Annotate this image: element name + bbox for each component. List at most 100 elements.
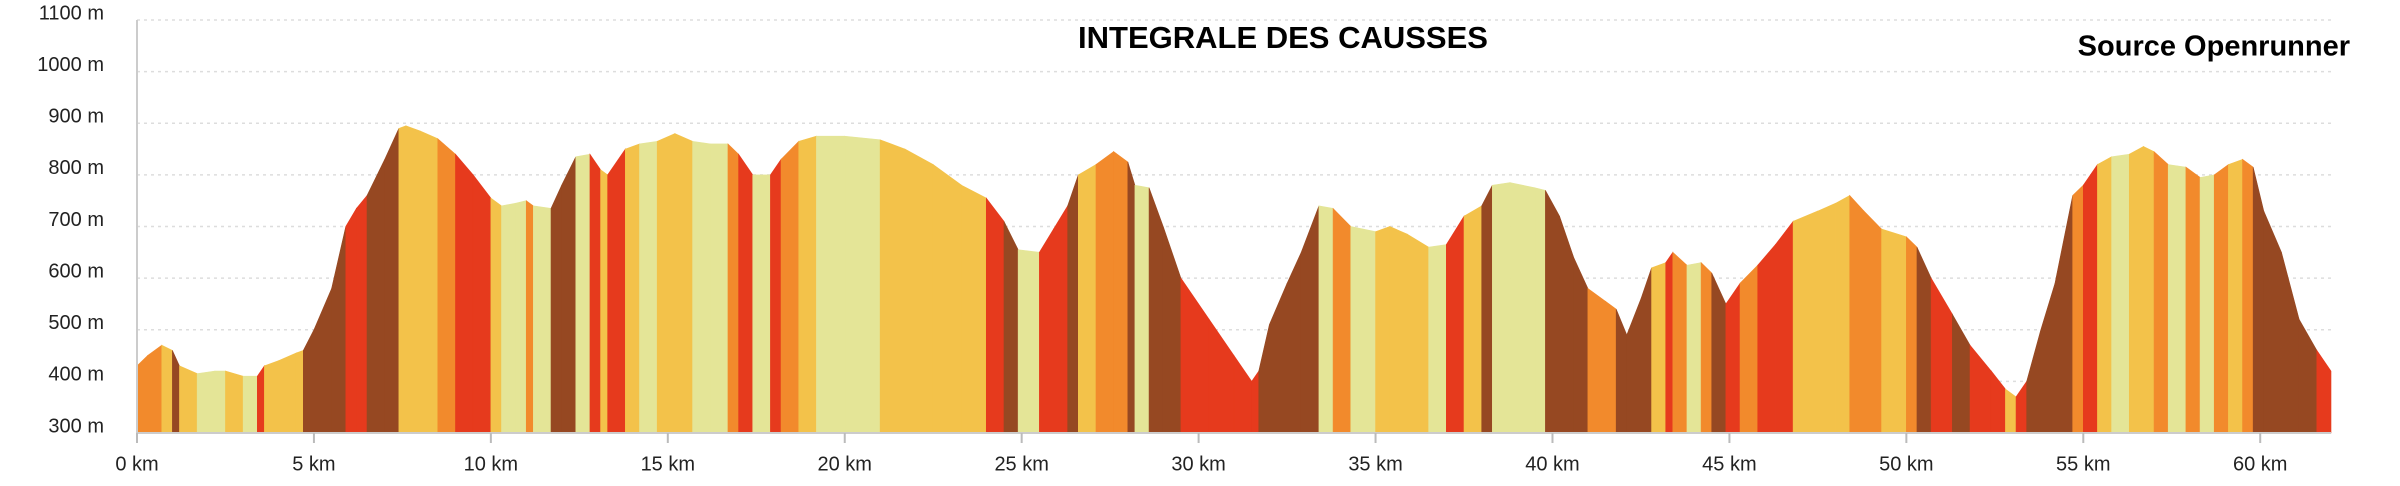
slope-segment [1269, 283, 1288, 434]
slope-segment [1148, 187, 1164, 434]
chart-title: INTEGRALE DES CAUSSES [1078, 20, 1488, 55]
slope-segment [1067, 174, 1079, 434]
slope-segment [1990, 370, 2006, 434]
slope-segment [1318, 205, 1334, 434]
slope-segment [1626, 298, 1642, 434]
slope-segment [1573, 257, 1589, 434]
slope-segment [196, 370, 216, 434]
slope-segment [575, 153, 591, 434]
slope-segment [501, 202, 516, 434]
slope-segment [437, 138, 456, 434]
slope-segment [674, 133, 693, 434]
slope-segment [1180, 277, 1210, 434]
slope-segment [780, 140, 800, 434]
slope-segment [1134, 184, 1150, 434]
slope-segment [1233, 354, 1252, 434]
slope-segment [172, 350, 180, 434]
slope-segment [2005, 388, 2017, 434]
slope-segment [2072, 184, 2084, 434]
x-tick-label: 60 km [2233, 453, 2287, 475]
slope-segment [1739, 264, 1759, 434]
slope-segment [1700, 261, 1713, 434]
slope-segment [1446, 215, 1465, 434]
slope-segment [1300, 205, 1320, 434]
y-tick-label: 700 m [48, 209, 104, 231]
slope-segment [1672, 251, 1688, 434]
slope-segment [1757, 243, 1776, 434]
x-tick-label: 5 km [292, 453, 335, 475]
slope-segment [2298, 318, 2318, 434]
slope-segment [1534, 187, 1546, 434]
slope-segment [985, 197, 1005, 434]
slope-segment [472, 173, 492, 434]
x-tick-label: 50 km [1879, 453, 1933, 475]
slope-segment [1792, 210, 1819, 434]
slope-segment [455, 153, 474, 434]
slope-segment [656, 133, 676, 434]
slope-segment [1208, 318, 1235, 434]
slope-segment [607, 148, 626, 434]
slope-segment [1587, 287, 1606, 434]
slope-segment [1817, 202, 1836, 434]
slope-segment [1251, 370, 1260, 434]
slope-segment [2143, 146, 2155, 434]
slope-segment [932, 163, 962, 434]
slope-segment [844, 135, 881, 434]
slope-segment [1127, 161, 1136, 434]
slope-segment [295, 349, 304, 434]
slope-segment [1492, 182, 1511, 434]
slope-segment [278, 352, 297, 434]
x-tick-label: 40 km [1525, 453, 1579, 475]
slope-segment [1711, 272, 1727, 434]
y-tick-label: 1100 m [39, 2, 104, 24]
slope-segment [384, 128, 400, 434]
slope-segment [214, 370, 226, 434]
slope-segment [1640, 267, 1652, 434]
slope-segment [1969, 344, 1992, 434]
slope-segment [1775, 220, 1794, 434]
slope-segment [600, 169, 608, 434]
slope-segment [1916, 247, 1932, 434]
slope-segment [2185, 166, 2201, 434]
slope-segment [738, 153, 754, 434]
slope-segment [816, 135, 846, 434]
slope-segment [313, 288, 332, 434]
slope-segment [525, 200, 534, 434]
x-tick-label: 30 km [1171, 453, 1225, 475]
slope-segment [147, 344, 163, 434]
slope-segment [709, 143, 729, 434]
slope-segment [1509, 182, 1536, 434]
slope-segment [490, 197, 502, 434]
slope-segment [589, 153, 601, 434]
slope-segment [1686, 262, 1702, 434]
x-tick-label: 35 km [1348, 453, 1402, 475]
x-tick-label: 25 km [994, 453, 1048, 475]
slope-segment [2263, 210, 2282, 434]
slope-segment [727, 143, 739, 434]
slope-segment [1332, 207, 1352, 434]
slope-segment [1651, 262, 1667, 434]
slope-segment [752, 174, 771, 434]
slope-segment [179, 365, 198, 434]
slope-segment [405, 125, 421, 434]
x-tick-label: 10 km [464, 453, 518, 475]
slope-segment [1039, 228, 1054, 434]
slope-segment [639, 140, 658, 434]
x-tick-label: 45 km [1702, 453, 1756, 475]
slope-segment [879, 139, 906, 434]
slope-segment [1849, 194, 1865, 434]
slope-segment [1906, 236, 1918, 434]
slope-segment [904, 148, 934, 434]
slope-segment [1113, 151, 1129, 434]
slope-segment [161, 344, 173, 434]
y-tick-label: 900 m [48, 106, 104, 128]
slope-segment [2153, 150, 2169, 434]
y-tick-label: 800 m [48, 157, 104, 179]
slope-segment [303, 329, 315, 434]
slope-segment [398, 125, 407, 434]
slope-segment [1003, 221, 1019, 434]
slope-segment [242, 375, 258, 434]
slope-segment [1375, 226, 1391, 434]
slope-segment [561, 156, 577, 434]
